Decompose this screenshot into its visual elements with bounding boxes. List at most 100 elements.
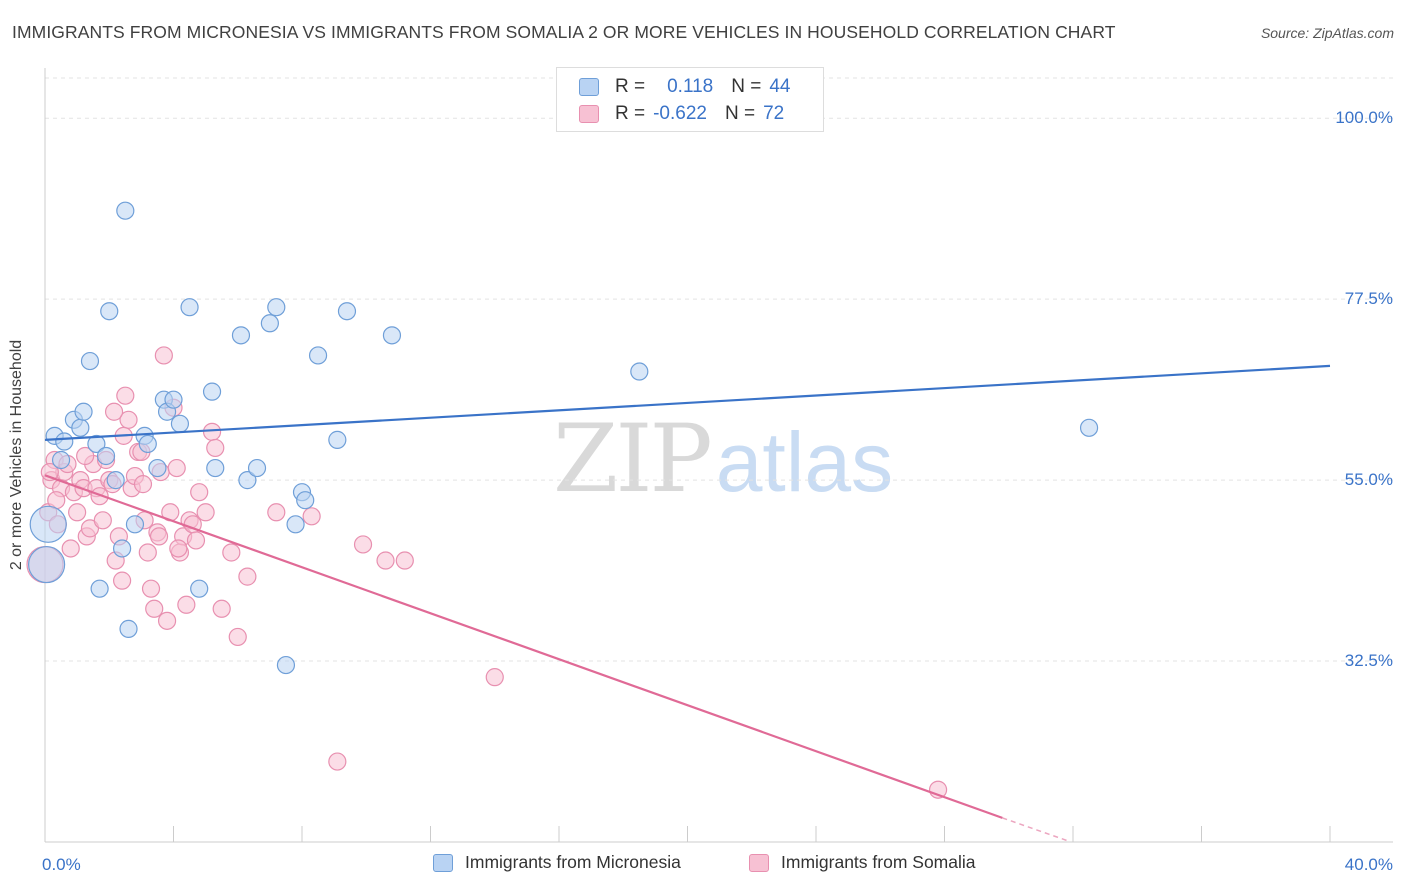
micronesia-point [106, 471, 125, 490]
somalia-point [112, 571, 132, 590]
micronesia-point [87, 434, 106, 454]
somalia-swatch [579, 105, 599, 123]
chart-title: IMMIGRANTS FROM MICRONESIA VS IMMIGRANTS… [12, 22, 1116, 42]
somalia-point [485, 668, 504, 687]
somalia-point [212, 599, 231, 618]
r-value: 0.118 [667, 76, 714, 97]
somalia-point [76, 446, 95, 466]
micronesia-point [51, 450, 71, 470]
micronesia-point [28, 545, 66, 584]
legend-label: Immigrants from Micronesia [465, 852, 681, 872]
y-axis-label: 2 or more Vehicles in Household [8, 339, 25, 571]
correlation-legend: R = 0.118 N = 44 R = -0.622 N = 72 [556, 67, 824, 132]
somalia-point [177, 595, 196, 614]
micronesia-swatch [433, 853, 453, 872]
somalia-point [90, 487, 109, 506]
micronesia-point [74, 402, 93, 421]
micronesia-point [328, 430, 347, 449]
somalia-point [145, 599, 164, 618]
micronesia-point [276, 655, 296, 675]
y-tick-label: 100.0% [1335, 108, 1393, 127]
somalia-point [138, 543, 157, 562]
legend-row-micronesia: R = 0.118 N = 44 [579, 75, 791, 99]
somalia-point [328, 752, 347, 771]
somalia-trendline-extension [1002, 817, 1067, 842]
micronesia-point [170, 414, 190, 433]
micronesia-point [138, 434, 157, 454]
somalia-point [190, 483, 209, 502]
x-tick-label-max: 40.0% [1345, 855, 1393, 874]
micronesia-point [90, 579, 109, 598]
micronesia-point [238, 471, 257, 490]
y-axis-label-container: 2 or more Vehicles in Household [8, 340, 37, 570]
micronesia-point [231, 326, 251, 345]
watermark-atlas: atlas [715, 415, 894, 509]
micronesia-point [190, 579, 209, 598]
r-label: R = [615, 103, 646, 124]
micronesia-point [202, 382, 222, 401]
somalia-trendline [44, 474, 1003, 819]
somalia-point [238, 567, 257, 586]
micronesia-point [247, 458, 267, 478]
somalia-swatch [749, 853, 769, 872]
micronesia-point [125, 515, 145, 534]
micronesia-point [55, 432, 74, 451]
n-value: 44 [769, 76, 791, 97]
somalia-point [93, 511, 112, 530]
micronesia-point [260, 314, 279, 333]
somalia-point [376, 551, 395, 570]
micronesia-point [286, 515, 305, 534]
somalia-point [206, 438, 225, 458]
micronesia-point [148, 458, 167, 478]
y-tick-label: 55.0% [1345, 470, 1393, 489]
somalia-point [196, 503, 215, 522]
x-tick-label-min: 0.0% [42, 855, 81, 874]
micronesia-point [308, 346, 328, 365]
micronesia-point [96, 446, 116, 466]
micronesia-point [116, 201, 135, 220]
micronesia-point [29, 505, 67, 543]
somalia-point [149, 527, 169, 546]
micronesia-point [164, 390, 183, 409]
n-label: N = [724, 103, 756, 124]
somalia-point [141, 579, 161, 598]
r-value: -0.622 [653, 103, 707, 124]
somalia-point [169, 539, 188, 558]
micronesia-point [1079, 418, 1099, 437]
legend-label: Immigrants from Somalia [781, 852, 976, 872]
somalia-point [104, 402, 124, 421]
micronesia-point [630, 362, 649, 381]
legend-row-somalia: R = -0.622 N = 72 [579, 102, 784, 126]
y-tick-label: 77.5% [1345, 289, 1393, 308]
somalia-point [116, 386, 135, 405]
micronesia-point [296, 491, 315, 510]
somalia-point [157, 611, 177, 630]
somalia-point [395, 551, 414, 570]
zipatlas-watermark: ZIPatlas [553, 405, 893, 514]
series-legend: Immigrants from Micronesia Immigrants fr… [0, 852, 1406, 878]
somalia-point [222, 543, 241, 562]
micronesia-point [100, 302, 119, 321]
micronesia-point [337, 302, 357, 321]
somalia-point [202, 422, 222, 441]
watermark-zip: ZIP [553, 405, 713, 514]
somalia-point [80, 519, 100, 538]
somalia-point [302, 507, 321, 526]
somalia-point [68, 503, 87, 522]
micronesia-point [112, 539, 132, 558]
micronesia-point [180, 298, 199, 317]
r-label: R = [615, 76, 646, 97]
somalia-point [267, 503, 286, 522]
n-value: 72 [763, 103, 785, 124]
legend-item-somalia: Immigrants from Somalia [749, 852, 976, 873]
micronesia-point [267, 298, 286, 317]
y-tick-label: 32.5% [1345, 651, 1393, 670]
micronesia-point [119, 619, 138, 638]
micronesia-point [206, 458, 225, 478]
micronesia-swatch [579, 78, 599, 96]
somalia-point [154, 346, 173, 365]
somalia-point [133, 475, 153, 494]
somalia-point [353, 535, 373, 554]
somalia-point [167, 458, 186, 478]
micronesia-point [382, 326, 402, 345]
